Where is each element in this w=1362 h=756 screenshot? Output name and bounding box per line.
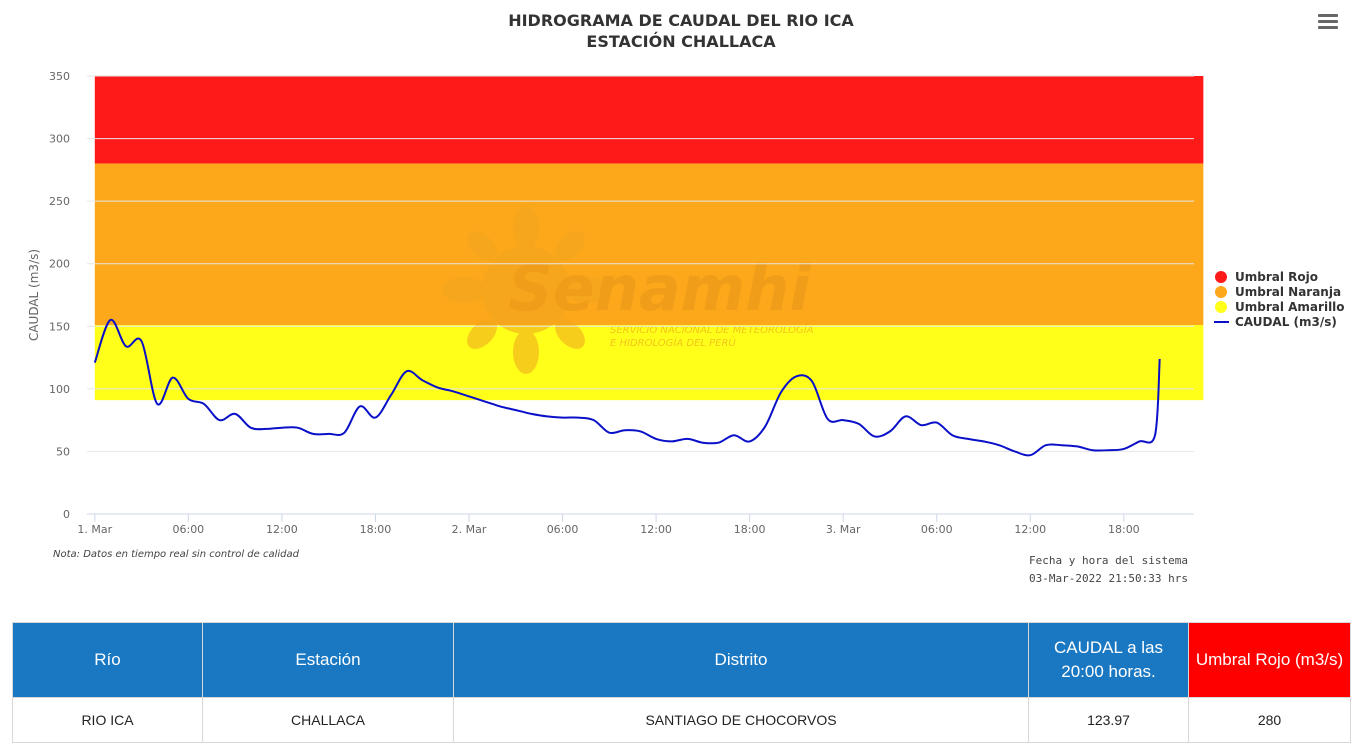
watermark-tagline-1: SERVICIO NACIONAL DE METEOROLOGÍA [610,323,814,336]
cell-estacion: CHALLACA [202,697,454,743]
y-tick-label: 350 [49,70,70,83]
x-tick-label: 18:00 [360,523,392,536]
cell-rio: RIO ICA [12,697,203,743]
band-umbral-amarillo [94,325,1204,401]
legend-marker-amarillo [1215,301,1227,313]
legend: Umbral Rojo Umbral Naranja Umbral Amaril… [1214,270,1345,329]
legend-label-rojo: Umbral Rojo [1235,270,1318,284]
header-rio: Río [12,622,203,698]
x-tick-label: 06:00 [172,523,204,536]
y-tick-label: 250 [49,195,70,208]
x-tick-label: 1. Mar [77,523,112,536]
legend-item-caudal[interactable]: CAUDAL (m3/s) [1214,315,1337,329]
hydrograph-chart: HIDROGRAMA DE CAUDAL DEL RIO ICA ESTACIÓ… [27,11,1345,585]
chart-subtitle: ESTACIÓN CHALLACA [586,32,776,51]
x-tick-label: 12:00 [266,523,298,536]
x-tick-label: 18:00 [734,523,766,536]
station-summary-table: Río Estación Distrito CAUDAL a las 20:00… [12,622,1351,743]
threshold-bands [94,76,1204,401]
x-tick-label: 3. Mar [826,523,861,536]
x-tick-label: 12:00 [1014,523,1046,536]
watermark-brand: Senamhi [508,252,811,325]
chart-title: HIDROGRAMA DE CAUDAL DEL RIO ICA [508,11,854,30]
caudal-series-line [93,318,1161,457]
table-row: RIO ICA CHALLACA SANTIAGO DE CHOCORVOS 1… [12,697,1351,743]
quality-note: Nota: Datos en tiempo real sin control d… [53,549,300,560]
y-tick-label: 300 [49,133,70,146]
system-time-value: 03-Mar-2022 21:50:33 hrs [1029,572,1188,585]
system-time-label: Fecha y hora del sistema [1029,554,1188,567]
x-tick-label: 12:00 [640,523,672,536]
legend-label-amarillo: Umbral Amarillo [1235,300,1345,314]
cell-caudal: 123.97 [1028,697,1189,743]
y-tick-label: 0 [63,508,70,521]
x-tick-label: 06:00 [547,523,579,536]
legend-label-caudal: CAUDAL (m3/s) [1235,315,1337,329]
watermark-tagline-2: E HIDROLOGÍA DEL PERÚ [610,336,736,349]
cell-umbral-rojo: 280 [1188,697,1351,743]
x-tick-label: 2. Mar [452,523,487,536]
x-tick-label: 18:00 [1108,523,1140,536]
y-tick-label: 200 [49,258,70,271]
header-distrito: Distrito [453,622,1029,698]
y-tick-label: 100 [49,383,70,396]
hamburger-icon [1318,14,1338,17]
x-axis: 1. Mar 06:00 12:00 18:00 2. Mar 06:00 12:00 18:… [77,513,1194,536]
chart-menu-button[interactable] [1318,14,1338,32]
legend-marker-naranja [1215,286,1227,298]
cell-distrito: SANTIAGO DE CHOCORVOS [453,697,1029,743]
header-estacion: Estación [202,622,454,698]
y-tick-label: 50 [56,445,70,458]
header-umbral-rojo: Umbral Rojo (m3/s) [1188,622,1351,698]
x-tick-label: 06:00 [921,523,953,536]
header-caudal: CAUDAL a las 20:00 horas. [1028,622,1189,698]
legend-marker-rojo [1215,271,1227,283]
y-axis-title: CAUDAL (m3/s) [27,249,41,341]
table-header-row: Río Estación Distrito CAUDAL a las 20:00… [12,622,1351,698]
y-tick-label: 150 [49,320,70,333]
legend-item-umbral-amarillo[interactable]: Umbral Amarillo [1215,300,1345,314]
legend-label-naranja: Umbral Naranja [1235,285,1341,299]
legend-item-umbral-naranja[interactable]: Umbral Naranja [1215,285,1341,299]
y-axis: 0 50 100 150 200 250 300 350 [49,70,70,521]
band-umbral-rojo [94,76,1204,164]
band-umbral-naranja [94,163,1204,326]
legend-item-umbral-rojo[interactable]: Umbral Rojo [1215,270,1318,284]
grid-lines [87,75,1194,452]
